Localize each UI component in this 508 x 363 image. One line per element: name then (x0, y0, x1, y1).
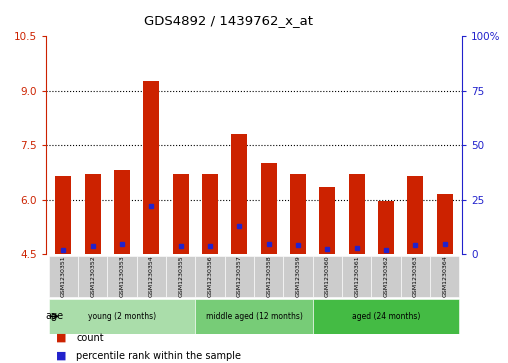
Text: GSM1230359: GSM1230359 (296, 256, 301, 297)
Text: GSM1230352: GSM1230352 (90, 256, 95, 297)
Text: ■: ■ (56, 351, 67, 361)
Text: GSM1230351: GSM1230351 (61, 256, 66, 297)
Bar (85, 174, 101, 254)
Bar (348, 174, 365, 254)
Bar (107, 256, 137, 297)
Text: ■: ■ (56, 333, 67, 343)
Text: GSM1230360: GSM1230360 (325, 256, 330, 297)
Bar (401, 256, 430, 297)
Text: middle aged (12 months): middle aged (12 months) (206, 312, 302, 321)
Bar (231, 134, 247, 254)
Text: GSM1230358: GSM1230358 (266, 256, 271, 297)
Text: GSM1230362: GSM1230362 (384, 256, 389, 297)
Bar (371, 256, 401, 297)
Bar (430, 256, 459, 297)
Bar (78, 256, 107, 297)
Bar (225, 256, 254, 297)
Bar (196, 299, 312, 334)
Text: GSM1230357: GSM1230357 (237, 256, 242, 297)
Text: GDS4892 / 1439762_x_at: GDS4892 / 1439762_x_at (144, 15, 313, 28)
Bar (407, 176, 423, 254)
Bar (261, 163, 277, 254)
Text: aged (24 months): aged (24 months) (352, 312, 420, 321)
Text: GSM1230364: GSM1230364 (442, 256, 447, 297)
Bar (436, 194, 453, 254)
Text: GSM1230353: GSM1230353 (119, 256, 124, 297)
Bar (143, 81, 160, 254)
Bar (319, 187, 335, 254)
Text: GSM1230355: GSM1230355 (178, 256, 183, 297)
Text: GSM1230354: GSM1230354 (149, 256, 154, 297)
Text: GSM1230363: GSM1230363 (413, 256, 418, 297)
Text: GSM1230356: GSM1230356 (207, 256, 212, 297)
Bar (283, 256, 312, 297)
Bar (312, 299, 459, 334)
Text: age: age (46, 311, 64, 321)
Bar (312, 256, 342, 297)
Bar (166, 256, 196, 297)
Bar (114, 170, 130, 254)
Bar (137, 256, 166, 297)
Bar (202, 174, 218, 254)
Text: young (2 months): young (2 months) (88, 312, 156, 321)
Bar (342, 256, 371, 297)
Bar (196, 256, 225, 297)
Bar (173, 174, 189, 254)
Bar (49, 299, 196, 334)
Bar (55, 176, 72, 254)
Bar (254, 256, 283, 297)
Bar (290, 174, 306, 254)
Text: percentile rank within the sample: percentile rank within the sample (76, 351, 241, 361)
Bar (378, 201, 394, 254)
Text: GSM1230361: GSM1230361 (354, 256, 359, 297)
Bar (49, 256, 78, 297)
Text: count: count (76, 333, 104, 343)
